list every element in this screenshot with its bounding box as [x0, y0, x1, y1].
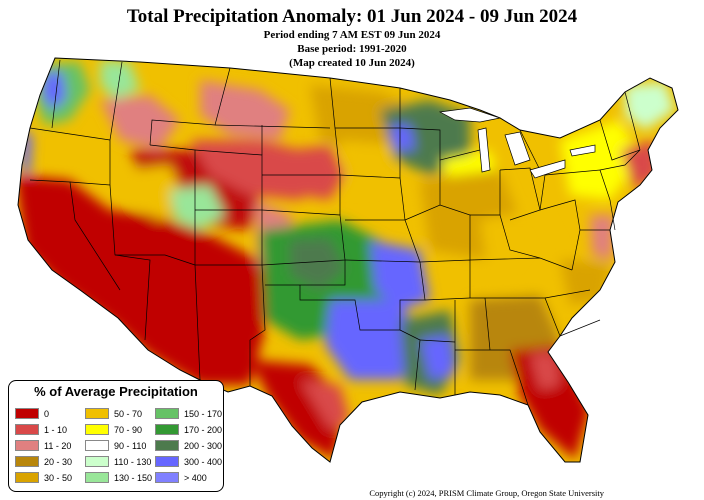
legend-label: 70 - 90	[114, 424, 143, 435]
legend-item-13: 300 - 400	[155, 455, 222, 468]
legend-swatch	[155, 456, 179, 467]
legend-swatch	[15, 424, 39, 435]
legend-swatch	[85, 424, 109, 435]
legend-label: 20 - 30	[44, 456, 73, 467]
legend-label: 150 - 170	[184, 408, 223, 419]
legend-item-1: 1 - 10	[15, 423, 67, 436]
legend-item-2: 11 - 20	[15, 439, 71, 452]
legend-swatch	[85, 456, 109, 467]
legend-label: 300 - 400	[184, 456, 223, 467]
legend-label: 130 - 150	[114, 472, 153, 483]
legend: % of Average Precipitation 0 1 - 10 11 -…	[8, 380, 224, 492]
legend-label: 200 - 300	[184, 440, 223, 451]
legend-swatch	[85, 440, 109, 451]
legend-item-7: 90 - 110	[85, 439, 146, 452]
map-created-line: (Map created 10 Jun 2024)	[289, 57, 415, 69]
legend-item-3: 20 - 30	[15, 455, 72, 468]
legend-item-14: > 400	[155, 471, 207, 484]
legend-label: 90 - 110	[114, 440, 147, 451]
legend-label: 0	[44, 408, 50, 419]
state-boundaries	[17, 57, 679, 463]
legend-item-6: 70 - 90	[85, 423, 142, 436]
legend-label: > 400	[184, 472, 207, 483]
legend-label: 1 - 10	[44, 424, 68, 435]
legend-swatch	[155, 472, 179, 483]
legend-swatch	[15, 408, 39, 419]
great-lakes	[438, 107, 596, 179]
legend-item-4: 30 - 50	[15, 471, 72, 484]
legend-label: 110 - 130	[114, 456, 152, 467]
legend-item-11: 170 - 200	[155, 423, 222, 436]
legend-item-0: 0	[15, 407, 49, 420]
legend-item-8: 110 - 130	[85, 455, 151, 468]
legend-item-12: 200 - 300	[155, 439, 222, 452]
legend-swatch	[15, 456, 39, 467]
legend-item-10: 150 - 170	[155, 407, 222, 420]
legend-label: 170 - 200	[184, 424, 223, 435]
legend-item-9: 130 - 150	[85, 471, 152, 484]
legend-swatch	[155, 424, 179, 435]
legend-swatch	[155, 440, 179, 451]
copyright-notice: Copyright (c) 2024, PRISM Climate Group,…	[369, 488, 604, 498]
legend-label: 11 - 20	[44, 440, 72, 451]
base-period-line: Base period: 1991-2020	[297, 43, 407, 55]
legend-swatch	[15, 472, 39, 483]
legend-swatch	[85, 408, 109, 419]
period-ending-line: Period ending 7 AM EST 09 Jun 2024	[263, 29, 441, 41]
legend-title: % of Average Precipitation	[34, 384, 198, 399]
map-title: Total Precipitation Anomaly: 01 Jun 2024…	[126, 6, 578, 27]
legend-item-5: 50 - 70	[85, 407, 142, 420]
legend-swatch	[155, 408, 179, 419]
legend-label: 50 - 70	[114, 408, 143, 419]
legend-swatch	[15, 440, 39, 451]
legend-swatch	[85, 472, 109, 483]
legend-label: 30 - 50	[44, 472, 73, 483]
